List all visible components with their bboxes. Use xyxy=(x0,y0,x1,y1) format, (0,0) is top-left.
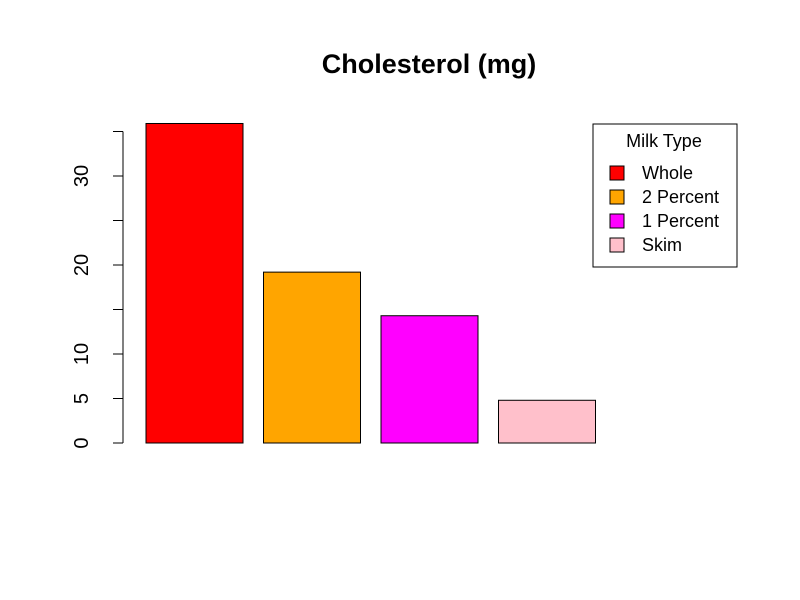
chart-title: Cholesterol (mg) xyxy=(322,49,537,79)
legend-title: Milk Type xyxy=(626,131,702,151)
legend-swatch xyxy=(609,189,625,205)
legend-swatch xyxy=(609,237,625,253)
y-tick-label: 10 xyxy=(71,343,93,365)
legend-label: Whole xyxy=(642,163,693,183)
legend: Milk Type Whole 2 Percent 1 Percent Skim xyxy=(592,123,738,268)
bars xyxy=(145,122,596,444)
y-axis: 0 5 10 20 30 xyxy=(71,131,124,449)
bar-skim xyxy=(498,399,596,444)
legend-label: 1 Percent xyxy=(642,211,719,231)
bar-whole xyxy=(145,122,244,444)
legend-label: Skim xyxy=(642,235,682,255)
legend-swatch xyxy=(609,165,625,181)
bar-1-percent xyxy=(380,315,479,444)
y-tick-label: 20 xyxy=(71,254,93,276)
bar-2-percent xyxy=(263,271,361,444)
y-tick-label: 5 xyxy=(71,393,93,404)
y-tick-label: 0 xyxy=(71,437,93,448)
legend-label: 2 Percent xyxy=(642,187,719,207)
y-tick-label: 30 xyxy=(71,165,93,187)
legend-swatch xyxy=(609,213,625,229)
